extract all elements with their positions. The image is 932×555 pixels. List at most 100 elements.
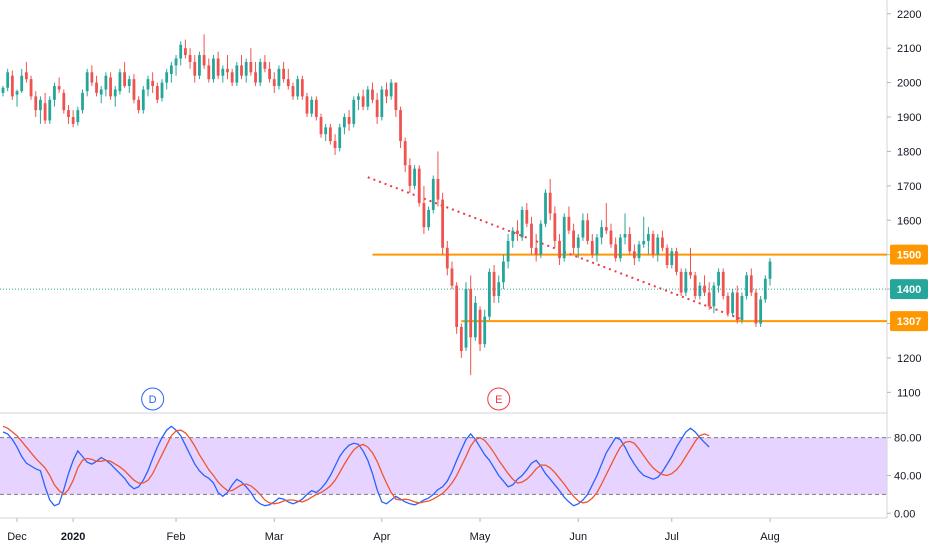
candle-body — [268, 68, 271, 80]
candle-body — [600, 227, 604, 238]
candle-body — [165, 72, 169, 83]
candle-body — [553, 213, 557, 241]
candle-body — [198, 55, 201, 76]
candle-body — [43, 103, 47, 121]
candle — [43, 92, 47, 124]
price-label-box — [890, 311, 928, 332]
candle-body — [548, 192, 552, 214]
candle — [151, 72, 155, 93]
candle — [553, 206, 557, 248]
candle-body — [286, 79, 290, 87]
candle — [10, 70, 14, 100]
candle — [221, 65, 225, 83]
candle-body — [296, 79, 300, 97]
candle — [492, 265, 496, 303]
candle — [684, 268, 688, 296]
candle-body — [333, 141, 337, 148]
candle-body — [62, 92, 66, 111]
candle-body — [679, 271, 683, 293]
candle-body — [113, 89, 117, 97]
candle — [703, 275, 706, 296]
candle — [698, 282, 702, 300]
candle-body — [389, 82, 393, 97]
candle-body — [450, 268, 454, 286]
candle — [235, 61, 239, 87]
candle — [408, 158, 412, 193]
time-tick-label: Dec — [7, 531, 27, 543]
candle — [109, 72, 112, 100]
candle — [646, 227, 650, 255]
candle-body — [614, 244, 618, 259]
candle-body — [516, 230, 519, 235]
candle — [707, 282, 711, 310]
candle — [240, 55, 243, 80]
candle-body — [431, 178, 435, 210]
candle-body — [665, 247, 669, 266]
trend-line[interactable] — [367, 176, 743, 321]
candle — [385, 82, 388, 104]
candle — [375, 92, 379, 124]
candle-body — [581, 220, 585, 238]
candle — [282, 61, 286, 83]
candle-body — [15, 91, 19, 95]
candle-body — [48, 99, 52, 121]
candle — [572, 223, 575, 255]
candle-body — [763, 278, 767, 300]
candle — [272, 72, 276, 93]
candle-body — [413, 168, 416, 186]
candle — [188, 48, 192, 69]
candle — [530, 216, 533, 255]
candle — [586, 213, 590, 245]
candle — [604, 203, 608, 235]
candle-body — [380, 89, 384, 118]
candle — [670, 247, 674, 269]
candle — [207, 58, 211, 83]
candle-body — [155, 86, 159, 100]
candle — [427, 206, 430, 231]
time-tick-label: Jun — [569, 531, 587, 543]
stoch-d-line — [2, 425, 710, 505]
candle-body — [371, 89, 374, 100]
candle-body — [768, 261, 772, 279]
candle-body — [71, 117, 75, 124]
candle-body — [487, 271, 491, 317]
candle — [179, 41, 183, 66]
stoch-tick-label: 80.00 — [894, 433, 922, 445]
candle — [473, 295, 477, 341]
price-axis: 1100120013001400150016001700180019002000… — [887, 9, 921, 399]
candle-body — [240, 65, 243, 76]
candle-body — [464, 289, 468, 348]
candle — [534, 234, 538, 262]
candle — [576, 234, 580, 259]
candle — [137, 96, 141, 114]
candle-body — [235, 65, 239, 83]
candle — [567, 206, 571, 235]
candle-body — [385, 89, 388, 97]
candle — [333, 134, 337, 155]
candle-body — [632, 251, 636, 259]
candle — [614, 237, 618, 262]
candle — [352, 96, 356, 128]
candle — [20, 68, 24, 93]
candle-body — [221, 68, 225, 76]
candle — [618, 234, 622, 262]
candle-body — [352, 99, 356, 124]
candle-body — [230, 72, 234, 83]
candle-body — [95, 82, 98, 93]
stoch-tick-label: 0.00 — [894, 508, 915, 520]
candle — [314, 96, 318, 121]
candle-body — [132, 79, 136, 100]
candle — [464, 282, 468, 352]
time-tick-label: Mar — [265, 531, 284, 543]
candle-body — [347, 117, 351, 124]
candle — [357, 92, 360, 111]
candle — [193, 55, 197, 83]
candle — [544, 189, 547, 228]
candle-body — [258, 61, 262, 83]
candle-body — [24, 72, 28, 80]
candle — [24, 61, 28, 83]
candle — [539, 220, 543, 259]
candle-body — [212, 58, 215, 80]
